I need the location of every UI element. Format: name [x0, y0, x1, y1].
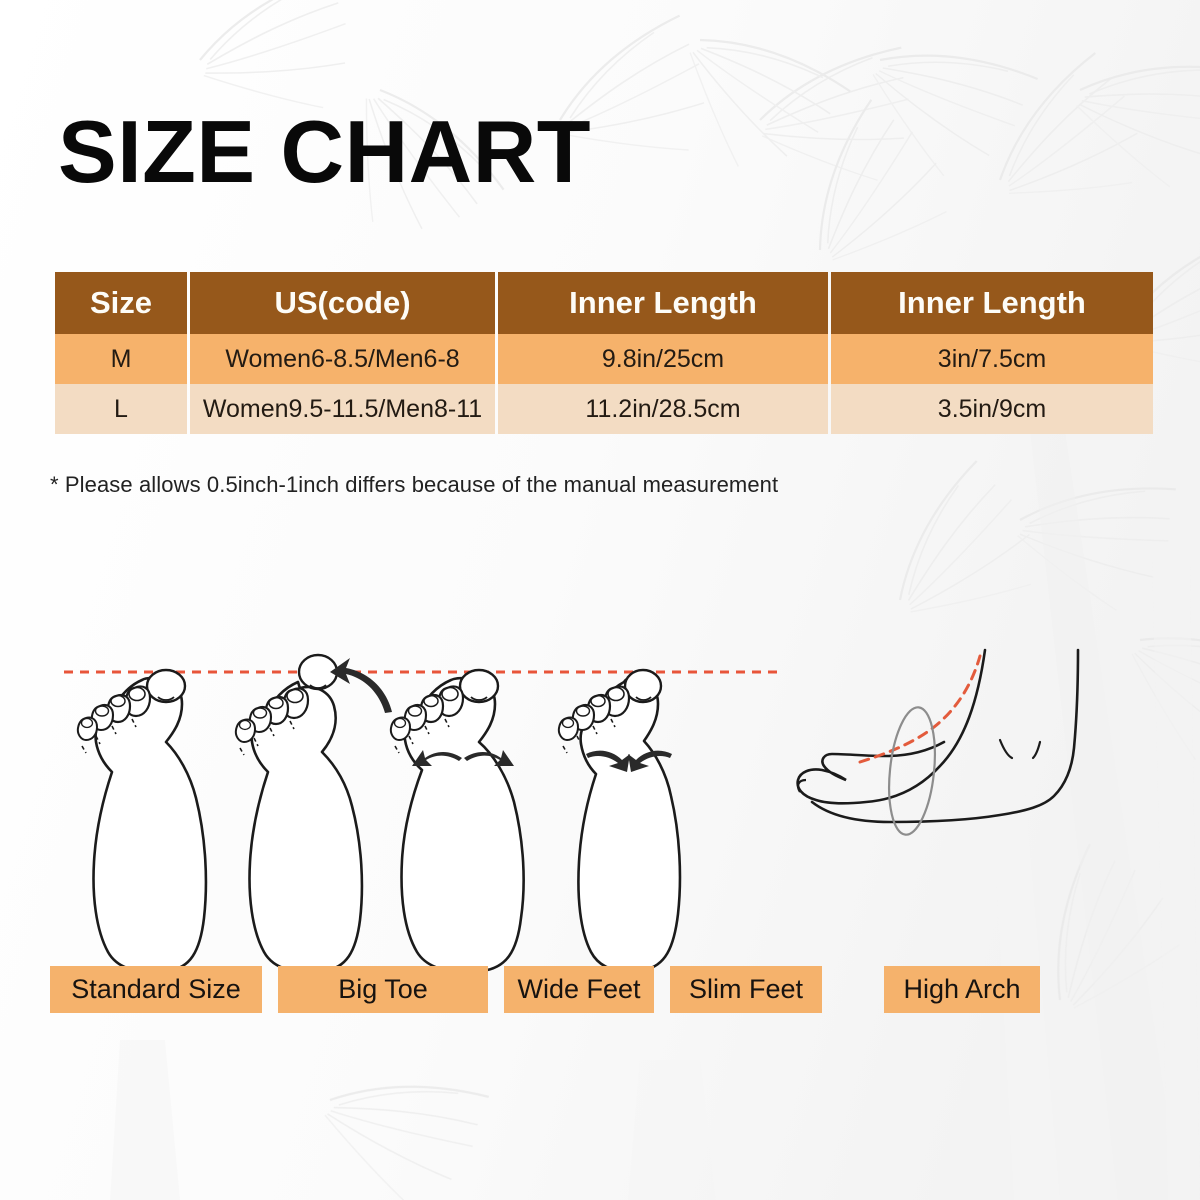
foot-diagrams	[64, 648, 1080, 974]
big-toe-nail	[458, 668, 500, 704]
cell-size-m: M	[55, 334, 187, 384]
size-table-head: Size US(code) Inner Length Inner Length	[55, 272, 1153, 334]
cell-inner-length-m: 9.8in/25cm	[498, 334, 828, 384]
label-big-toe: Big Toe	[278, 966, 488, 1013]
cell-us-l: Women9.5-11.5/Men8-11	[190, 384, 495, 434]
cell-us-m: Women6-8.5/Men6-8	[190, 334, 495, 384]
big-toe-nail	[145, 668, 187, 704]
label-standard-size: Standard Size	[50, 966, 262, 1013]
arch-dashed-line	[858, 654, 982, 764]
label-slim-feet: Slim Feet	[670, 966, 822, 1013]
cell-size-l: L	[55, 384, 187, 434]
header-inner-length: Inner Length	[498, 272, 828, 334]
table-row: L Women9.5-11.5/Men8-11 11.2in/28.5cm 3.…	[55, 384, 1153, 434]
table-row: M Women6-8.5/Men6-8 9.8in/25cm 3in/7.5cm	[55, 334, 1153, 384]
table-header-row: Size US(code) Inner Length Inner Length	[55, 272, 1153, 334]
cell-inner-length-l: 11.2in/28.5cm	[498, 384, 828, 434]
label-high-arch: High Arch	[884, 966, 1040, 1013]
foot-slim-feet	[557, 668, 682, 973]
foot-standard-size	[76, 668, 208, 974]
instep-measure-ellipse	[888, 706, 936, 836]
size-table: Size US(code) Inner Length Inner Length …	[52, 272, 1156, 434]
header-size: Size	[55, 272, 187, 334]
page-title: SIZE CHART	[58, 102, 591, 201]
header-us-code: US(code)	[190, 272, 495, 334]
foot-high-arch	[796, 648, 1080, 836]
big-toe-nail	[623, 668, 663, 704]
label-wide-feet: Wide Feet	[504, 966, 654, 1013]
big-toe-arrow-icon	[330, 658, 392, 713]
header-inner-width: Inner Length	[831, 272, 1153, 334]
size-table-body: M Women6-8.5/Men6-8 9.8in/25cm 3in/7.5cm…	[55, 334, 1153, 434]
foot-wide-feet	[389, 668, 525, 974]
cell-inner-width-l: 3.5in/9cm	[831, 384, 1153, 434]
measurement-footnote: * Please allows 0.5inch-1inch differs be…	[50, 472, 779, 497]
foot-big-toe	[234, 653, 392, 974]
cell-inner-width-m: 3in/7.5cm	[831, 334, 1153, 384]
